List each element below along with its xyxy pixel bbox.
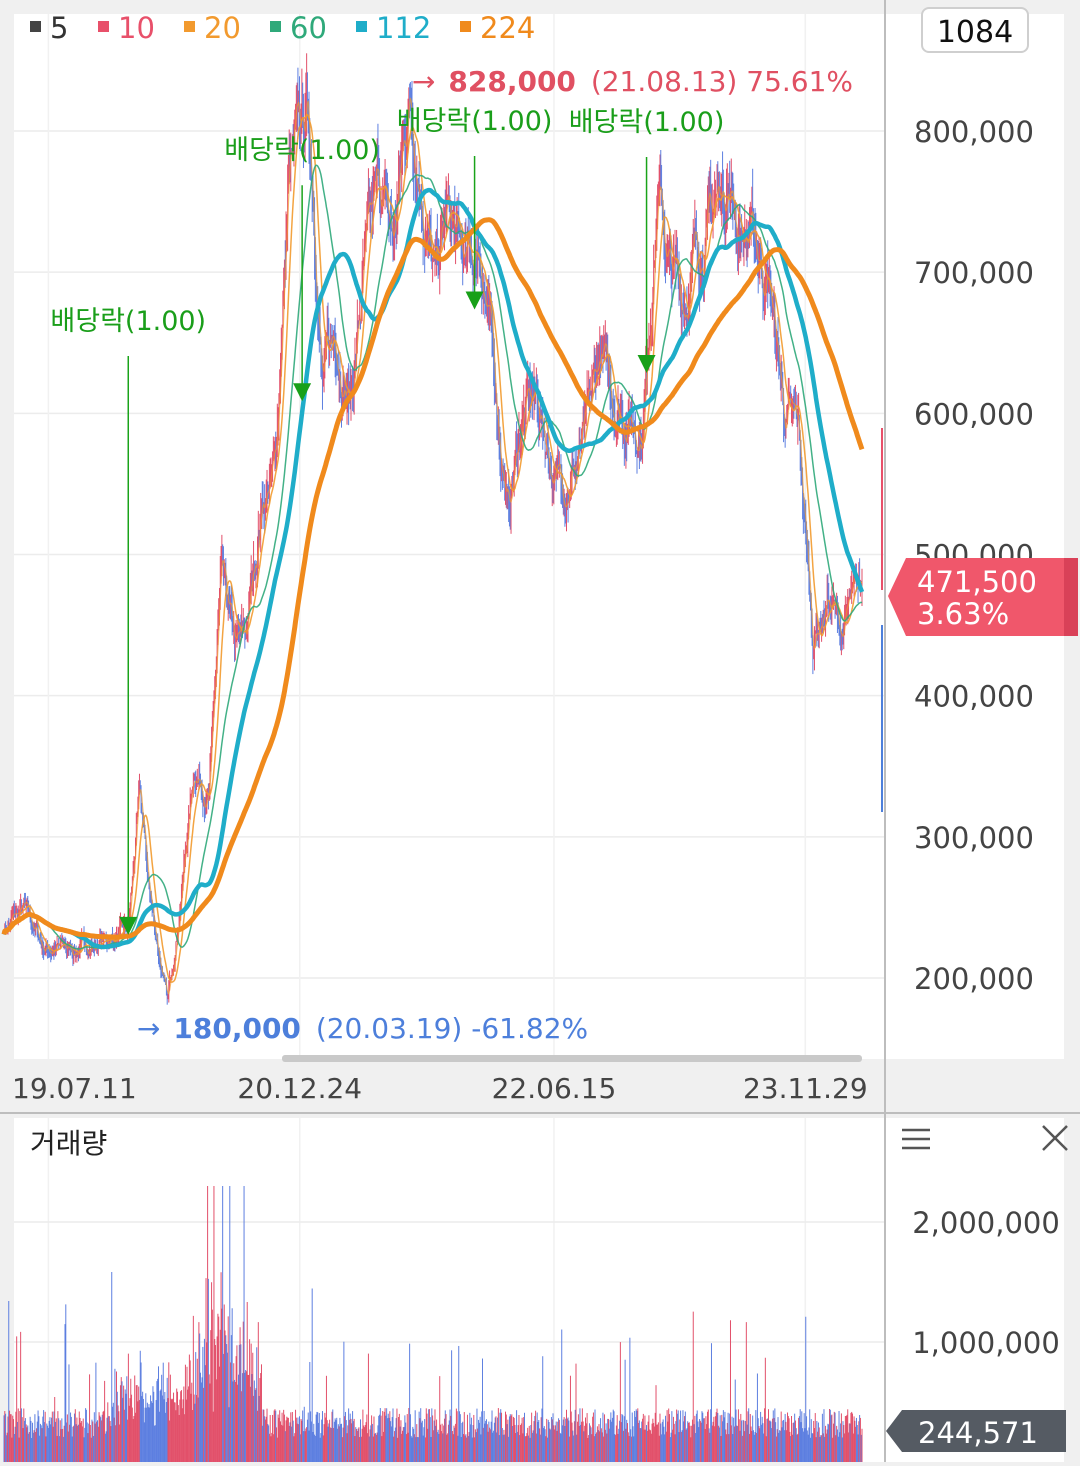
price-tick-label: 200,000 <box>914 962 1034 996</box>
candle-count-box[interactable] <box>921 7 1029 53</box>
legend-label: 224 <box>480 11 535 45</box>
legend-swatch <box>98 21 109 32</box>
legend-swatch <box>30 21 41 32</box>
ma-legend: 5 10 20 60 112 224 <box>30 11 535 45</box>
max-price: 828,000 <box>448 65 576 98</box>
svg-text:→ 828,000 (21.: → 828,000 (21.08.13) 75.61% <box>412 65 853 98</box>
min-arrow: → <box>137 1012 160 1045</box>
volume-gridlines <box>14 1221 884 1343</box>
price-gridlines <box>14 14 884 1462</box>
dividend-label: 배당락(1.00) <box>569 107 725 138</box>
price-tick-label: 700,000 <box>914 256 1034 290</box>
legend-label: 60 <box>290 11 327 45</box>
close-icon[interactable] <box>1042 1125 1068 1151</box>
date-tick-label: 20.12.24 <box>237 1072 362 1105</box>
price-tick-label: 800,000 <box>914 115 1034 149</box>
min-detail: (20.03.19) -61.82% <box>316 1012 588 1045</box>
current-volume: 244,571 <box>918 1416 1038 1450</box>
volume-plot-panel <box>14 1118 884 1462</box>
current-price-badge: 471,500 3.63% <box>888 558 1078 636</box>
date-tick-label: 23.11.29 <box>743 1072 868 1105</box>
ma-60-line <box>3 164 863 950</box>
legend-swatch <box>270 21 281 32</box>
date-axis-labels: 19.07.11 20.12.24 22.06.15 23.11.29 <box>12 1072 868 1105</box>
volume-tick-label: 2,000,000 <box>912 1206 1060 1240</box>
svg-text:→ 180,000 (20.: → 180,000 (20.03.19) -61.82% <box>137 1012 588 1045</box>
legend-swatch <box>460 21 471 32</box>
dividend-label: 배당락(1.00) <box>50 306 206 337</box>
volume-axis-labels: 2,000,000 1,000,000 <box>912 1206 1060 1360</box>
dividend-markers: 배당락(1.00) 배당락(1.00) 배당락(1.00) 배당락(1.00) <box>50 106 724 935</box>
dividend-label: 배당락(1.00) <box>224 135 380 166</box>
price-tick-label: 300,000 <box>914 821 1034 855</box>
ma-224-line <box>1 217 865 940</box>
candle-count: 1084 <box>937 15 1013 50</box>
dividend-label: 배당락(1.00) <box>397 106 553 137</box>
price-tick-label: 600,000 <box>914 397 1034 431</box>
volume-bars <box>3 1186 863 1462</box>
date-tick-label: 19.07.11 <box>12 1072 137 1105</box>
max-detail: (21.08.13) 75.61% <box>591 65 853 98</box>
legend-swatch <box>184 21 195 32</box>
max-arrow: → <box>412 65 435 98</box>
chart-scrollbar[interactable] <box>282 1055 862 1062</box>
legend-label: 10 <box>118 11 155 45</box>
min-price: 180,000 <box>173 1012 301 1045</box>
max-price-annotation: → 828,000 (21.08.13) 75.61% <box>412 65 853 98</box>
legend-swatch <box>356 21 367 32</box>
dividend-arrow <box>293 383 312 402</box>
legend-label: 112 <box>376 11 431 45</box>
moving-averages <box>1 97 865 995</box>
volume-title: 거래량 <box>30 1127 107 1160</box>
min-price-annotation: → 180,000 (20.03.19) -61.82% <box>137 1012 588 1045</box>
price-axis-panel <box>886 14 1064 1059</box>
date-tick-label: 22.06.15 <box>492 1072 617 1105</box>
ma-112-line <box>1 187 865 950</box>
current-volume-badge: 244,571 <box>886 1410 1066 1452</box>
legend-label: 5 <box>50 11 68 45</box>
dividend-arrow <box>119 916 138 935</box>
volume-tick-label: 1,000,000 <box>912 1326 1060 1360</box>
current-price: 471,500 <box>917 565 1037 599</box>
dividend-arrow <box>637 354 656 373</box>
legend-label: 20 <box>204 11 241 45</box>
dividend-arrow <box>465 291 484 310</box>
price-plot-panel <box>14 14 884 1059</box>
menu-icon[interactable] <box>902 1128 930 1150</box>
ma-20-line <box>3 113 863 983</box>
volume-axis-panel <box>886 1118 1064 1462</box>
current-change: 3.63% <box>917 597 1009 631</box>
price-tick-label: 400,000 <box>914 680 1034 714</box>
